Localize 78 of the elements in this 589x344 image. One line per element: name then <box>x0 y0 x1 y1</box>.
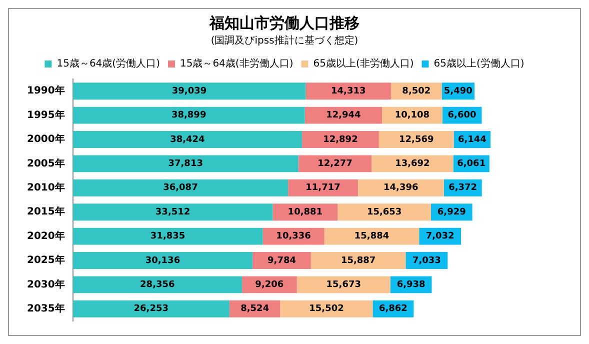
data-label: 8,524 <box>240 304 270 314</box>
data-label: 8,502 <box>402 86 431 96</box>
y-tick-label: 1995年 <box>26 108 65 121</box>
bar <box>288 179 358 196</box>
data-label: 6,938 <box>396 280 426 290</box>
data-label: 11,717 <box>306 183 340 194</box>
data-label: 7,032 <box>426 232 454 242</box>
data-label: 10,108 <box>394 110 430 121</box>
data-label: 38,424 <box>170 134 205 145</box>
y-tick-label: 2000年 <box>26 133 65 146</box>
bar <box>302 131 379 148</box>
bar <box>280 300 373 318</box>
data-label: 12,569 <box>399 134 434 145</box>
data-label: 15,887 <box>340 256 376 266</box>
data-label: 10,881 <box>288 207 323 218</box>
data-label: 37,813 <box>168 159 203 170</box>
data-label: 33,512 <box>155 207 190 218</box>
data-label: 10,336 <box>276 232 311 242</box>
data-label: 12,944 <box>326 110 361 121</box>
data-label: 15,502 <box>309 304 344 314</box>
data-label: 9,206 <box>255 280 284 290</box>
data-label: 36,087 <box>163 183 198 194</box>
bar <box>72 252 253 269</box>
legend-label: 15歳～64歳(労働人口) <box>56 58 160 70</box>
legend-label: 15歳～64歳(非労働人口) <box>180 58 294 70</box>
bar <box>338 204 431 221</box>
y-tick-label: 2035年 <box>26 302 65 314</box>
chart-title: 福知山市労働人口推移 <box>208 14 360 32</box>
bar <box>72 82 306 100</box>
bar <box>310 252 406 269</box>
data-label: 12,277 <box>318 159 352 170</box>
y-tick-label: 1990年 <box>26 84 65 97</box>
data-label: 5,490 <box>444 86 472 96</box>
data-label: 7,033 <box>412 256 441 266</box>
data-label: 30,136 <box>145 256 180 266</box>
bar <box>372 155 454 172</box>
data-label: 26,253 <box>134 304 168 314</box>
data-label: 15,884 <box>354 232 390 242</box>
y-tick-label: 2025年 <box>26 254 65 266</box>
y-tick-label: 2020年 <box>26 230 65 242</box>
data-label: 6,600 <box>448 110 476 121</box>
bar <box>72 228 263 245</box>
data-label: 31,835 <box>150 232 186 242</box>
y-tick-label: 2005年 <box>26 157 65 170</box>
data-label: 15,673 <box>326 280 361 290</box>
data-label: 14,396 <box>384 183 418 194</box>
bar <box>298 155 372 172</box>
bar <box>324 228 420 245</box>
data-label: 6,061 <box>457 159 486 170</box>
data-label: 38,899 <box>171 110 206 121</box>
data-label: 12,892 <box>323 134 358 145</box>
bar <box>72 300 230 318</box>
bar <box>72 204 273 221</box>
bar <box>358 179 444 196</box>
data-label: 13,692 <box>395 159 430 170</box>
legend-label: 65歳以上(非労働人口) <box>313 58 414 70</box>
data-label: 6,862 <box>378 304 408 314</box>
bar <box>72 276 242 294</box>
bar <box>72 155 298 172</box>
data-label: 28,356 <box>140 280 175 290</box>
data-label: 15,653 <box>366 207 402 218</box>
y-tick-label: 2015年 <box>26 206 65 218</box>
bar <box>72 179 288 196</box>
y-tick-label: 2030年 <box>26 278 65 290</box>
bar <box>72 131 302 148</box>
data-label: 39,039 <box>172 86 207 96</box>
bar <box>72 106 305 124</box>
chart-subtitle: (国調及びipss推計に基づく想定) <box>210 34 358 47</box>
bar <box>306 82 392 100</box>
data-label: 9,784 <box>268 256 296 266</box>
bar <box>304 106 382 124</box>
data-label: 14,313 <box>331 86 366 96</box>
legend-label: 65歳以上(労働人口) <box>434 58 524 70</box>
data-label: 6,372 <box>448 183 478 194</box>
data-label: 6,144 <box>458 134 486 145</box>
bar <box>296 276 390 294</box>
y-tick-label: 2010年 <box>26 181 65 194</box>
data-label: 6,929 <box>437 207 466 218</box>
